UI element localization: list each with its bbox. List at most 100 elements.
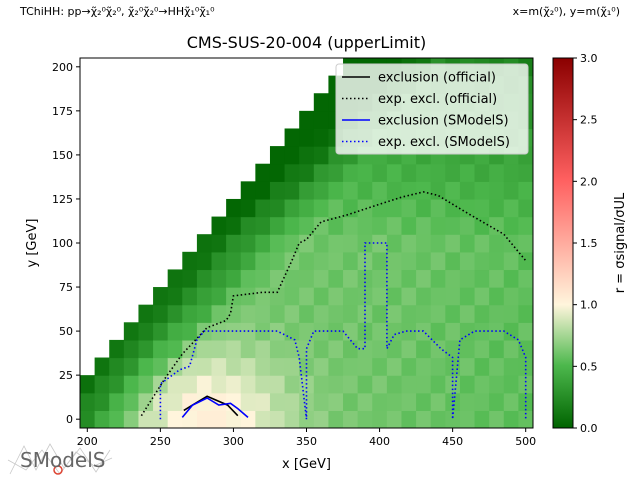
heatmap-cell	[343, 339, 359, 359]
heatmap-cell	[313, 287, 330, 306]
heatmap-cell	[211, 251, 227, 271]
heatmap-cell	[416, 269, 432, 288]
heatmap-cell	[343, 269, 359, 288]
heatmap-cell	[430, 216, 446, 235]
heatmap-cell	[445, 181, 461, 200]
heatmap-cell	[386, 269, 403, 288]
heatmap-cell	[489, 357, 505, 376]
heatmap-cell	[430, 375, 446, 394]
colorbar-tick-label: 0.5	[580, 360, 598, 373]
logo-text: SModelS	[20, 448, 106, 472]
heatmap-cell	[123, 410, 140, 428]
heatmap-cell	[269, 269, 286, 288]
heatmap-cell	[416, 251, 432, 271]
heatmap-cell	[416, 410, 432, 428]
heatmap-cell	[226, 392, 242, 411]
process-label: TChiHH: pp→χ̃₂⁰χ̃₂⁰, χ̃₂⁰χ̃₂⁰→HHχ̃₁⁰χ̃₁⁰	[20, 5, 215, 18]
heatmap-cell	[299, 392, 315, 411]
heatmap-cell	[211, 216, 227, 235]
heatmap-cell	[284, 375, 300, 394]
heatmap-cell	[518, 198, 533, 218]
heatmap-cell	[284, 410, 300, 428]
y-tick-label: 0	[66, 413, 73, 426]
heatmap-cell	[357, 251, 373, 271]
heatmap-cell	[123, 339, 140, 359]
heatmap-cell	[240, 216, 256, 235]
heatmap-cell	[196, 375, 213, 394]
heatmap-cell	[123, 357, 140, 376]
heatmap-cell	[416, 304, 432, 323]
y-tick-label: 150	[52, 149, 73, 162]
heatmap-cell	[489, 339, 505, 359]
heatmap-cell	[284, 146, 300, 165]
heatmap-cell	[459, 410, 476, 428]
heatmap-cell	[503, 181, 519, 200]
heatmap-cell	[182, 251, 198, 271]
heatmap-cell	[430, 410, 446, 428]
heatmap-cell	[284, 251, 300, 271]
heatmap-cell	[211, 287, 227, 306]
heatmap-cell	[503, 287, 519, 306]
heatmap-cell	[503, 251, 519, 271]
heatmap-cell	[445, 216, 461, 235]
heatmap-cell	[503, 339, 519, 359]
heatmap-cell	[269, 357, 286, 376]
heatmap-cell	[357, 392, 373, 411]
heatmap-cell	[284, 216, 300, 235]
heatmap-cell	[430, 339, 446, 359]
heatmap-cell	[284, 304, 300, 323]
legend-label: exclusion (official)	[378, 71, 496, 86]
heatmap-cell	[401, 234, 417, 253]
heatmap-cell	[109, 339, 125, 359]
heatmap-cell	[182, 304, 198, 323]
heatmap-cell	[196, 287, 213, 306]
heatmap-cell	[474, 322, 490, 341]
heatmap-cell	[226, 216, 242, 235]
heatmap-cell	[401, 163, 417, 182]
heatmap-cell	[372, 181, 388, 200]
heatmap-cell	[299, 410, 315, 428]
heatmap-cell	[503, 269, 519, 288]
heatmap-cell	[269, 181, 286, 200]
chart-title: CMS-SUS-20-004 (upperLimit)	[186, 33, 427, 52]
heatmap-cell	[430, 163, 446, 182]
heatmap-cell	[372, 198, 388, 218]
heatmap-cell	[459, 339, 476, 359]
heatmap-cell	[226, 269, 242, 288]
heatmap-cell	[284, 287, 300, 306]
heatmap-cell	[167, 375, 183, 394]
heatmap-cell	[518, 375, 533, 394]
heatmap-cell	[459, 181, 476, 200]
heatmap-cell	[357, 198, 373, 218]
heatmap-cell	[80, 375, 96, 394]
heatmap-cell	[386, 198, 403, 218]
heatmap-cell	[401, 198, 417, 218]
heatmap-cell	[416, 234, 432, 253]
heatmap-cell	[313, 392, 330, 411]
heatmap-cell	[313, 234, 330, 253]
heatmap-cell	[416, 339, 432, 359]
heatmap-cell	[459, 216, 476, 235]
heatmap-cell	[474, 181, 490, 200]
heatmap-cell	[445, 163, 461, 182]
heatmap-cell	[459, 198, 476, 218]
legend-label: exclusion (SModelS)	[378, 114, 509, 129]
heatmap-cell	[445, 322, 461, 341]
heatmap-cell	[182, 322, 198, 341]
heatmap-cell	[430, 357, 446, 376]
heatmap-cell	[196, 234, 213, 253]
heatmap-cell	[255, 216, 271, 235]
heatmap-cell	[240, 392, 256, 411]
heatmap-cell	[489, 181, 505, 200]
heatmap-cell	[240, 357, 256, 376]
heatmap-cell	[123, 392, 140, 411]
heatmap-cell	[430, 269, 446, 288]
heatmap-cell	[196, 251, 213, 271]
heatmap-cell	[284, 181, 300, 200]
heatmap-cell	[313, 216, 330, 235]
series-line	[181, 397, 249, 419]
colorbar-tick-label: 1.5	[580, 237, 598, 250]
heatmap-cell	[518, 410, 533, 428]
heatmap-cell	[138, 375, 154, 394]
heatmap-cell	[240, 339, 256, 359]
